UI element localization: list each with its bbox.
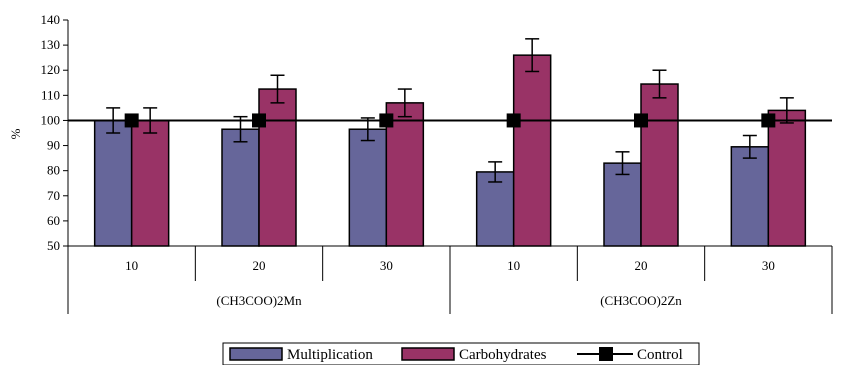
- bar-multiplication: [93, 119, 133, 247]
- x-tick-label: 10: [507, 258, 520, 273]
- y-tick-label: 140: [41, 12, 61, 27]
- x-axis: 10 20 30 10 20 30 (CH3COO)2Mn (CH3COO)2Zn: [67, 245, 833, 314]
- control-marker: [506, 113, 521, 128]
- legend-label-multiplication: Multiplication: [287, 347, 373, 363]
- y-tick-label: 110: [41, 87, 60, 102]
- legend-marker-control: [599, 347, 613, 361]
- legend-label-carbohydrates: Carbohydrates: [459, 347, 547, 363]
- bar-multiplication: [475, 171, 515, 247]
- control-marker: [252, 113, 266, 128]
- group-label: (CH3COO)2Zn: [600, 293, 682, 308]
- group-label: (CH3COO)2Mn: [216, 293, 302, 308]
- y-tick-label: 60: [47, 213, 60, 228]
- control-marker: [761, 113, 776, 128]
- y-tick-label: 90: [47, 138, 60, 153]
- x-tick-label: 30: [762, 258, 775, 273]
- control-marker: [124, 113, 139, 128]
- bar-carbohydrates: [130, 119, 170, 247]
- y-tick-label: 50: [47, 238, 60, 253]
- bar-carbohydrates: [258, 88, 297, 247]
- bar-multiplication: [730, 146, 770, 247]
- bars: [93, 38, 807, 247]
- y-tick-label: 120: [41, 62, 61, 77]
- legend-label-control: Control: [637, 347, 683, 363]
- x-tick-label: 20: [635, 258, 648, 273]
- legend-swatch-carbohydrates: [401, 347, 455, 361]
- x-tick-label: 20: [253, 258, 266, 273]
- y-tick-label: 70: [47, 188, 60, 203]
- bar-carbohydrates: [512, 54, 552, 247]
- x-tick-label: 30: [380, 258, 393, 273]
- y-axis-label: %: [8, 128, 23, 139]
- control-marker: [634, 113, 648, 128]
- control-marker: [379, 113, 394, 128]
- bar-multiplication: [603, 162, 642, 247]
- legend: Multiplication Carbohydrates Control: [222, 342, 700, 365]
- control-line: [68, 113, 832, 128]
- bar-multiplication: [348, 128, 388, 247]
- y-tick-label: 100: [41, 112, 61, 127]
- bar-carbohydrates: [640, 83, 679, 247]
- legend-box: [222, 342, 700, 365]
- y-axis: 50 60 70 80 90 100 110 120 130 140: [41, 12, 69, 253]
- y-tick-label: 130: [41, 37, 61, 52]
- bar-carbohydrates: [767, 109, 807, 247]
- y-tick-label: 80: [47, 163, 60, 178]
- x-tick-label: 10: [125, 258, 138, 273]
- legend-swatch-multiplication: [229, 347, 283, 361]
- bar-multiplication: [221, 128, 260, 247]
